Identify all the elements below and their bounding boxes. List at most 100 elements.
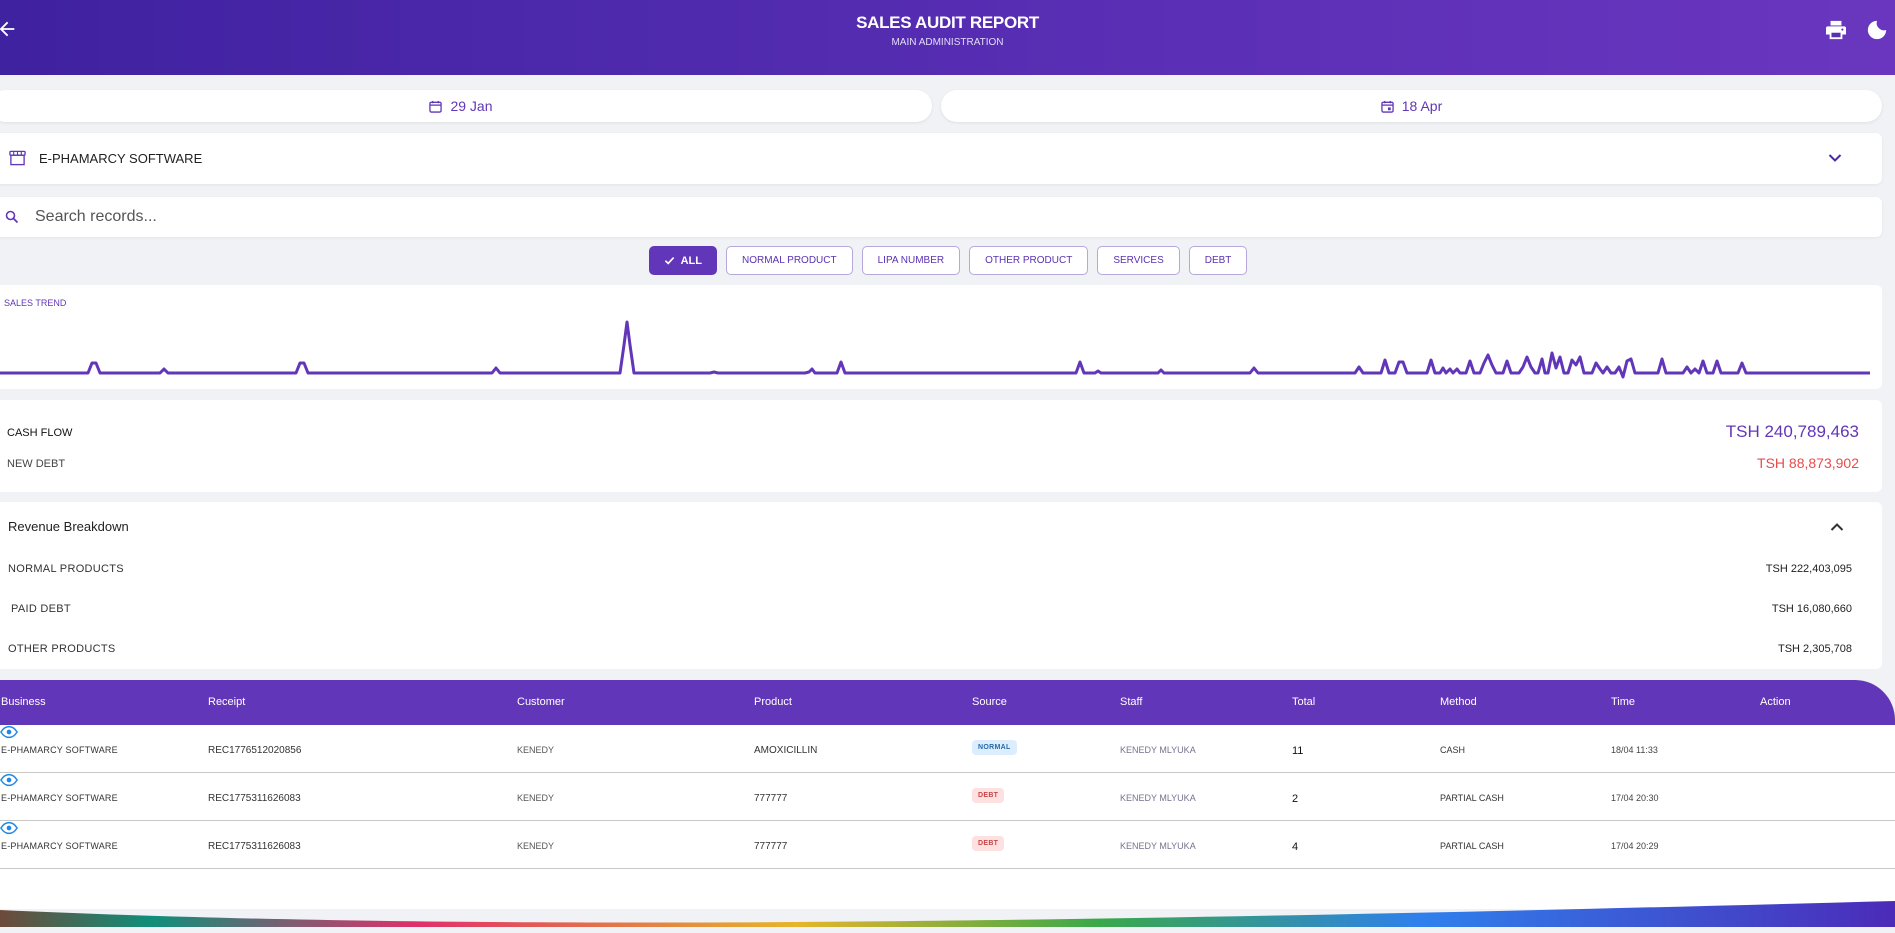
search-input[interactable] — [35, 205, 1535, 229]
end-date-value: 18 Apr — [1401, 98, 1443, 114]
revenue-row-normal-products: NORMAL PRODUCTS TSH 222,403,095 — [8, 563, 1852, 579]
cell-method: CASH — [1440, 745, 1466, 755]
header-customer: Customer — [517, 696, 565, 708]
revenue-row-value: TSH 16,080,660 — [1771, 603, 1852, 615]
filter-chip-label: SERVICES — [1113, 255, 1164, 266]
cell-receipt: REC1775311626083 — [208, 841, 301, 852]
table-row-partial — [0, 869, 1895, 909]
sales-trend-label: SALES TREND — [4, 298, 67, 308]
cash-flow-card: CASH FLOW NEW DEBT TSH 240,789,463 TSH 8… — [0, 400, 1882, 492]
cell-business: E-PHAMARCY SOFTWARE — [1, 841, 118, 851]
print-icon[interactable] — [1825, 20, 1847, 40]
cell-receipt: REC1775311626083 — [208, 793, 301, 804]
filter-chip-all[interactable]: ALL — [648, 246, 717, 275]
cell-total: 4 — [1292, 841, 1299, 853]
calendar-icon — [429, 100, 443, 113]
table-row: E-PHAMARCY SOFTWARE REC1775311626083 KEN… — [0, 821, 1895, 869]
filter-chip-other-product[interactable]: OTHER PRODUCT — [969, 246, 1089, 275]
start-date-value: 29 Jan — [450, 98, 493, 114]
revenue-breakdown-title: Revenue Breakdown — [8, 519, 129, 534]
cell-time: 18/04 11:33 — [1611, 745, 1658, 755]
footer-decorative-wave — [0, 901, 1895, 933]
sales-trend-card: SALES TREND — [0, 285, 1882, 389]
filter-chip-lipa-number[interactable]: LIPA NUMBER — [861, 246, 961, 275]
revenue-row-label: OTHER PRODUCTS — [8, 643, 116, 655]
view-eye-icon[interactable] — [0, 773, 18, 787]
source-badge: NORMAL — [972, 740, 1017, 755]
sales-trend-line — [0, 320, 1870, 379]
revenue-breakdown-panel: Revenue Breakdown NORMAL PRODUCTS TSH 22… — [0, 502, 1882, 669]
filter-chip-services[interactable]: SERVICES — [1097, 246, 1180, 275]
header-staff: Staff — [1120, 696, 1143, 708]
chevron-down-icon — [1828, 154, 1842, 162]
store-icon — [9, 150, 26, 166]
cell-customer: KENEDY — [517, 745, 555, 755]
cell-method: PARTIAL CASH — [1440, 793, 1504, 803]
business-select-value: E-PHAMARCY SOFTWARE — [39, 151, 203, 166]
cell-product: 777777 — [754, 793, 788, 804]
search-bar — [0, 197, 1882, 237]
cell-method: PARTIAL CASH — [1440, 841, 1504, 851]
cell-staff: KENEDY MLYUKA — [1120, 841, 1196, 851]
cell-total: 11 — [1292, 745, 1304, 757]
cash-flow-value: TSH 240,789,463 — [1725, 422, 1859, 441]
revenue-row-other-products: OTHER PRODUCTS TSH 2,305,708 — [8, 643, 1852, 659]
business-select[interactable]: E-PHAMARCY SOFTWARE — [0, 133, 1882, 184]
header-business: Business — [1, 696, 46, 708]
filter-chip-label: OTHER PRODUCT — [985, 255, 1073, 266]
chevron-up-icon[interactable] — [1830, 522, 1844, 532]
source-badge: DEBT — [972, 836, 1005, 851]
cell-product: AMOXICILLIN — [754, 745, 818, 756]
header-total: Total — [1292, 696, 1316, 708]
header-receipt: Receipt — [208, 696, 246, 708]
cell-staff: KENEDY MLYUKA — [1120, 745, 1196, 755]
filter-chip-label: LIPA NUMBER — [877, 255, 945, 266]
new-debt-label: NEW DEBT — [7, 458, 66, 470]
filter-chip-group: ALL NORMAL PRODUCT LIPA NUMBER OTHER PRO… — [0, 246, 1895, 275]
view-eye-icon[interactable] — [0, 725, 18, 739]
header-time: Time — [1611, 696, 1636, 708]
filter-chip-normal-product[interactable]: NORMAL PRODUCT — [725, 246, 853, 275]
revenue-row-paid-debt: PAID DEBT TSH 16,080,660 — [11, 603, 1852, 619]
cell-total: 2 — [1292, 793, 1299, 805]
search-icon — [5, 210, 19, 224]
cell-time: 17/04 20:29 — [1611, 841, 1659, 851]
header-method: Method — [1440, 696, 1477, 708]
calendar-icon — [1381, 100, 1394, 113]
header-source: Source — [972, 696, 1007, 708]
check-icon — [664, 257, 674, 265]
cell-receipt: REC1776512020856 — [208, 745, 302, 756]
table-row: E-PHAMARCY SOFTWARE REC1776512020856 KEN… — [0, 725, 1895, 773]
end-date-picker[interactable]: 18 Apr — [941, 90, 1882, 122]
revenue-row-value: TSH 222,403,095 — [1765, 563, 1852, 575]
cell-product: 777777 — [754, 841, 788, 852]
back-arrow-icon[interactable] — [0, 18, 18, 40]
view-eye-icon[interactable] — [0, 821, 18, 835]
header-action: Action — [1760, 696, 1791, 708]
page-subtitle: MAIN ADMINISTRATION — [891, 37, 1004, 48]
sales-trend-sparkline — [0, 320, 1870, 379]
page-title: SALES AUDIT REPORT — [856, 13, 1039, 32]
revenue-row-value: TSH 2,305,708 — [1778, 643, 1852, 655]
cell-customer: KENEDY — [517, 793, 555, 803]
cell-staff: KENEDY MLYUKA — [1120, 793, 1196, 803]
table-row: E-PHAMARCY SOFTWARE REC1775311626083 KEN… — [0, 773, 1895, 821]
app-header: SALES AUDIT REPORT MAIN ADMINISTRATION — [0, 0, 1895, 75]
cash-flow-label: CASH FLOW — [7, 427, 73, 439]
cell-customer: KENEDY — [517, 841, 555, 851]
filter-chip-label: ALL — [680, 254, 702, 267]
start-date-picker[interactable]: 29 Jan — [0, 90, 932, 122]
sales-table: Business Receipt Customer Product Source… — [0, 680, 1895, 909]
new-debt-value: TSH 88,873,902 — [1757, 455, 1859, 471]
table-header: Business Receipt Customer Product Source… — [0, 680, 1895, 725]
dark-mode-icon[interactable] — [1866, 19, 1888, 41]
revenue-row-label: PAID DEBT — [11, 603, 71, 615]
cell-time: 17/04 20:30 — [1611, 793, 1659, 803]
filter-chip-label: NORMAL PRODUCT — [741, 255, 837, 266]
cell-business: E-PHAMARCY SOFTWARE — [1, 793, 118, 803]
revenue-row-label: NORMAL PRODUCTS — [8, 563, 124, 575]
filter-chip-label: DEBT — [1204, 255, 1232, 266]
cell-business: E-PHAMARCY SOFTWARE — [1, 745, 118, 755]
source-badge: DEBT — [972, 788, 1005, 803]
filter-chip-debt[interactable]: DEBT — [1188, 246, 1248, 275]
